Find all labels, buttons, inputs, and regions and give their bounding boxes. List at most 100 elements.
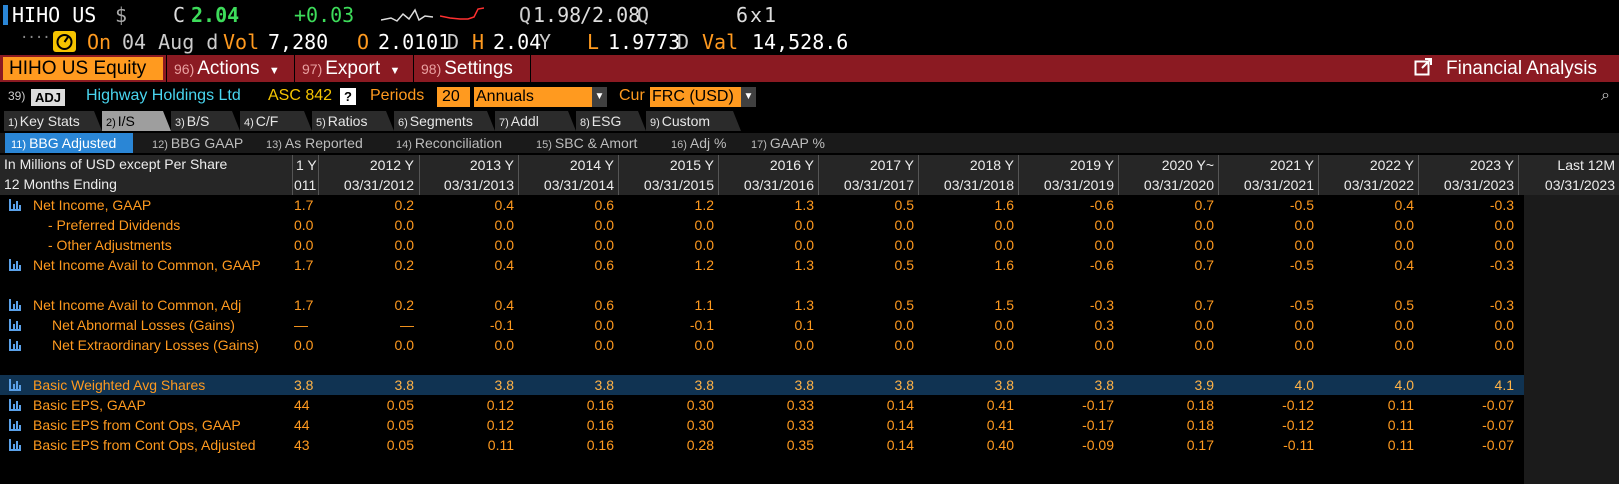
table-cell[interactable]: 0.0 — [994, 337, 1014, 353]
tab-c-f[interactable]: 4) C/F — [240, 111, 312, 131]
table-cell[interactable] — [518, 355, 618, 375]
table-cell[interactable] — [1318, 275, 1418, 295]
table-cell[interactable]: 0.4 — [494, 257, 514, 273]
table-cell[interactable]: -0.07 — [1482, 397, 1514, 413]
table-row[interactable]: Basic EPS from Cont Ops, GAAP 44 0.05 0.12 0… — [0, 415, 1619, 435]
table-cell[interactable] — [1418, 275, 1518, 295]
subtab-adj-[interactable]: 16) Adj % — [665, 133, 741, 153]
table-cell[interactable]: 3.9 — [1194, 377, 1214, 393]
table-cell[interactable]: 0.5 — [894, 297, 914, 313]
table-cell[interactable] — [292, 275, 318, 295]
subtab-as-reported[interactable]: 13) As Reported — [260, 133, 385, 153]
table-cell[interactable]: 3.8 — [494, 377, 514, 393]
table-cell[interactable]: 0.0 — [294, 337, 314, 353]
table-cell[interactable] — [918, 355, 1018, 375]
table-cell[interactable]: 0.12 — [486, 397, 514, 413]
table-cell[interactable]: 0.0 — [794, 337, 814, 353]
table-cell[interactable]: 0.0 — [894, 317, 914, 333]
column-header[interactable]: 1 Y 011 — [292, 155, 318, 195]
table-cell[interactable] — [1218, 355, 1318, 375]
tab-esg[interactable]: 8) ESG — [576, 111, 646, 131]
table-row[interactable]: Net Extraordinary Losses (Gains) 0.0 0.0 0.… — [0, 335, 1619, 355]
table-cell[interactable]: 1.6 — [994, 197, 1014, 213]
table-cell[interactable]: 0.0 — [694, 337, 714, 353]
column-header[interactable]: 2015 Y 03/31/2015 — [618, 155, 718, 195]
table-cell[interactable] — [419, 355, 518, 375]
table-row[interactable]: Net Income Avail to Common, Adj 1.7 0.2 0.4… — [0, 295, 1619, 315]
table-cell[interactable] — [818, 275, 918, 295]
table-row[interactable]: Net Income Avail to Common, GAAP 1.7 0.2 0.… — [0, 255, 1619, 275]
table-cell[interactable]: -0.11 — [1283, 437, 1314, 453]
table-cell[interactable]: 3.8 — [1094, 377, 1114, 393]
table-cell[interactable] — [718, 275, 818, 295]
table-cell[interactable]: 1.3 — [794, 197, 814, 213]
table-cell[interactable]: 44 — [294, 397, 310, 413]
table-cell[interactable]: 0.6 — [594, 197, 614, 213]
table-cell[interactable]: 0.0 — [494, 217, 514, 233]
table-cell[interactable]: 0.28 — [686, 437, 714, 453]
table-cell[interactable] — [1018, 355, 1118, 375]
table-cell[interactable]: 0.0 — [1294, 317, 1314, 333]
speedometer-icon[interactable] — [53, 31, 76, 52]
column-header[interactable]: 2014 Y 03/31/2014 — [518, 155, 618, 195]
table-cell[interactable]: -0.12 — [1282, 397, 1314, 413]
table-cell[interactable]: 0.5 — [894, 257, 914, 273]
company-name[interactable]: Highway Holdings Ltd — [86, 87, 241, 104]
table-cell[interactable]: 0.7 — [1194, 297, 1214, 313]
table-cell[interactable]: 1.7 — [294, 257, 314, 273]
table-cell[interactable]: 0.0 — [394, 337, 414, 353]
table-cell[interactable]: 0.2 — [394, 257, 414, 273]
bar-chart-icon[interactable] — [8, 418, 22, 432]
table-cell[interactable] — [1018, 275, 1118, 295]
table-cell[interactable]: 1.3 — [794, 297, 814, 313]
table-cell[interactable]: 0.0 — [1394, 217, 1414, 233]
table-cell[interactable]: -0.17 — [1082, 397, 1114, 413]
table-cell[interactable]: 1.7 — [294, 197, 314, 213]
table-cell[interactable]: 0.0 — [1394, 337, 1414, 353]
table-cell[interactable]: 0.0 — [1494, 237, 1514, 253]
column-header[interactable]: 2018 Y 03/31/2018 — [918, 155, 1018, 195]
ticker-symbol[interactable]: HIHO US — [12, 3, 97, 27]
table-cell[interactable]: 0.41 — [986, 417, 1014, 433]
bar-chart-icon[interactable] — [8, 338, 22, 352]
table-cell[interactable]: 44 — [294, 417, 310, 433]
table-cell[interactable] — [292, 355, 318, 375]
subtab-bbg-gaap[interactable]: 12) BBG GAAP — [146, 133, 256, 153]
table-cell[interactable]: 0.0 — [1494, 217, 1514, 233]
subtab-gaap-[interactable]: 17) GAAP % — [745, 133, 835, 153]
table-cell[interactable]: 3.8 — [994, 377, 1014, 393]
table-cell[interactable]: 0.0 — [1094, 337, 1114, 353]
table-cell[interactable]: -0.6 — [1089, 197, 1114, 213]
table-cell[interactable]: 0.0 — [1394, 317, 1414, 333]
table-cell[interactable]: 0.0 — [394, 237, 414, 253]
table-cell[interactable]: -0.09 — [1082, 437, 1114, 453]
column-header[interactable]: 2013 Y 03/31/2013 — [419, 155, 518, 195]
table-cell[interactable]: 0.0 — [594, 337, 614, 353]
table-cell[interactable]: 1.2 — [694, 197, 714, 213]
column-header[interactable]: 2020 Y~ 03/31/2020 — [1118, 155, 1218, 195]
table-cell[interactable]: 0.0 — [1194, 337, 1214, 353]
table-cell[interactable]: 0.2 — [394, 197, 414, 213]
table-cell[interactable]: 0.40 — [986, 437, 1014, 453]
table-cell[interactable]: 0.0 — [1494, 317, 1514, 333]
table-cell[interactable]: -0.1 — [489, 317, 514, 333]
table-cell[interactable]: 4.0 — [1394, 377, 1414, 393]
bar-chart-icon[interactable] — [8, 438, 22, 452]
table-cell[interactable]: 0.18 — [1186, 397, 1214, 413]
table-cell[interactable]: 0.0 — [694, 217, 714, 233]
table-row[interactable]: - Other Adjustments 0.0 0.0 0.0 0.0 0.0 0.0 0.0… — [0, 235, 1619, 255]
table-cell[interactable]: -0.3 — [1089, 297, 1114, 313]
tab-custom[interactable]: 9) Custom — [646, 111, 741, 131]
table-row[interactable] — [0, 275, 1619, 295]
subtab-sbc-amort[interactable]: 15) SBC & Amort — [530, 133, 660, 153]
table-cell[interactable]: 0.3 — [1094, 317, 1114, 333]
table-cell[interactable]: — — [400, 317, 414, 333]
table-cell[interactable]: -0.3 — [1489, 297, 1514, 313]
table-cell[interactable]: 0.7 — [1194, 197, 1214, 213]
table-cell[interactable]: 0.6 — [594, 297, 614, 313]
table-row[interactable]: - Preferred Dividends 0.0 0.0 0.0 0.0 0.0 0.0 0… — [0, 215, 1619, 235]
table-cell[interactable]: 0.30 — [686, 397, 714, 413]
table-cell[interactable]: -0.12 — [1282, 417, 1314, 433]
table-cell[interactable]: 0.6 — [594, 257, 614, 273]
bar-chart-icon[interactable] — [8, 378, 22, 392]
